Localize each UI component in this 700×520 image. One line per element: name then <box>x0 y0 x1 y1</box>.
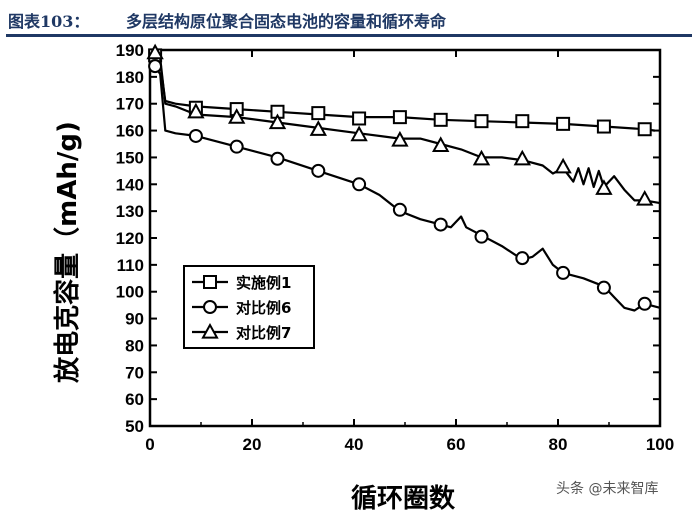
y-tick-label: 70 <box>125 363 144 382</box>
data-point-square <box>637 122 652 137</box>
data-point-square <box>556 116 571 131</box>
figure-title: 多层结构原位聚合固态电池的容量和循环寿命 <box>126 12 447 31</box>
data-point-circle <box>596 280 611 295</box>
data-point-circle <box>311 163 326 178</box>
figure-header: 图表103： 多层结构原位聚合固态电池的容量和循环寿命 <box>8 4 688 31</box>
data-point-square <box>392 110 407 125</box>
series-circle <box>148 59 661 312</box>
series-line-triangle <box>154 51 661 205</box>
axes: 0 20 40 60 80 100 50 60 70 80 90 100 110 120 130 140 150… <box>116 41 675 454</box>
x-tick-label: 40 <box>345 435 364 454</box>
y-tick-label: 130 <box>116 202 144 221</box>
y-tick-label: 160 <box>116 122 144 141</box>
legend: 实施例1 对比例6 对比例7 <box>183 265 315 349</box>
data-point-triangle <box>391 130 409 147</box>
legend-label: 对比例6 <box>236 299 291 317</box>
data-point-square <box>474 114 489 129</box>
data-point-circle <box>515 251 530 266</box>
data-point-triangle <box>554 157 572 174</box>
x-axis-label: 循环圈数 <box>351 484 456 514</box>
data-point-circle <box>433 217 448 232</box>
plot-frame <box>148 48 662 428</box>
data-point-triangle <box>513 149 531 166</box>
y-axis-label: 放电克容量（mAh/g) <box>52 121 83 384</box>
data-point-triangle <box>187 102 205 119</box>
data-point-square <box>352 111 367 126</box>
data-point-square <box>311 106 326 121</box>
data-point-square <box>433 112 448 127</box>
legend-marker-square <box>203 275 217 289</box>
data-point-circle <box>229 139 244 154</box>
y-tick-label: 150 <box>116 148 144 167</box>
data-point-circle <box>474 229 489 244</box>
y-tick-label: 140 <box>116 175 144 194</box>
y-tick-label: 110 <box>117 256 144 275</box>
series-square <box>148 48 656 137</box>
data-point-circle <box>270 151 285 166</box>
series-layer <box>146 43 661 312</box>
data-point-triangle <box>472 149 491 166</box>
y-tick-label: 80 <box>125 336 144 355</box>
watermark: 头条 @未来智库 <box>556 481 659 497</box>
data-point-triangle <box>268 113 287 130</box>
y-tick-label: 170 <box>116 95 144 114</box>
y-tick-label: 100 <box>116 283 144 302</box>
x-tick-label: 80 <box>549 435 568 454</box>
data-point-triangle <box>636 189 654 206</box>
data-point-square <box>596 119 611 134</box>
x-tick-label: 60 <box>447 435 466 454</box>
y-tick-label: 50 <box>125 417 144 436</box>
legend-label: 实施例1 <box>236 274 291 292</box>
data-point-triangle <box>146 43 164 60</box>
x-tick-label: 0 <box>145 435 154 454</box>
data-point-triangle <box>595 179 613 195</box>
data-point-triangle <box>228 108 246 124</box>
data-point-triangle <box>432 136 450 152</box>
data-point-circle <box>352 177 367 192</box>
header-rule <box>6 34 692 37</box>
data-point-circle <box>188 128 203 143</box>
data-point-triangle <box>309 120 327 136</box>
x-tick-label: 100 <box>646 435 674 454</box>
data-point-triangle <box>350 125 368 142</box>
data-point-circle <box>392 202 407 217</box>
x-tick-label: 20 <box>243 435 262 454</box>
legend-marker-circle <box>203 300 217 314</box>
legend-label: 对比例7 <box>236 324 291 342</box>
y-tick-label: 180 <box>116 68 144 87</box>
y-tick-label: 190 <box>116 41 144 60</box>
data-point-circle <box>148 59 163 74</box>
data-point-square <box>515 114 530 129</box>
data-point-circle <box>637 296 652 311</box>
y-tick-label: 90 <box>125 310 144 329</box>
data-point-circle <box>556 265 571 280</box>
series-triangle <box>146 43 661 206</box>
y-tick-label: 120 <box>116 229 144 248</box>
legend-marker-triangle <box>201 322 219 339</box>
figure-number: 图表103： <box>8 12 90 31</box>
y-tick-label: 60 <box>125 390 144 409</box>
